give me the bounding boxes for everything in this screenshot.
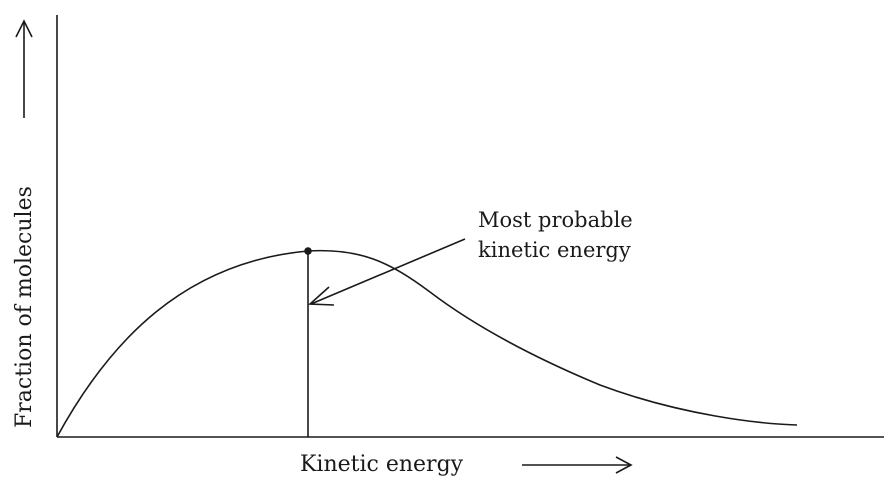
annotation-arrow-line — [310, 238, 466, 305]
peak-point — [304, 247, 312, 255]
annotation-arrow-head — [307, 286, 335, 306]
x-axis-label: Kinetic energy — [300, 452, 464, 477]
y-axis-label: Fraction of molecules — [12, 186, 37, 428]
distribution-curve — [56, 249, 798, 438]
x-axis-label-arrow-icon — [522, 456, 633, 474]
y-axis-label-arrow-icon — [15, 19, 33, 118]
annotation-line-1: Most probable — [478, 208, 633, 232]
annotation-line-2: kinetic energy — [478, 238, 631, 262]
